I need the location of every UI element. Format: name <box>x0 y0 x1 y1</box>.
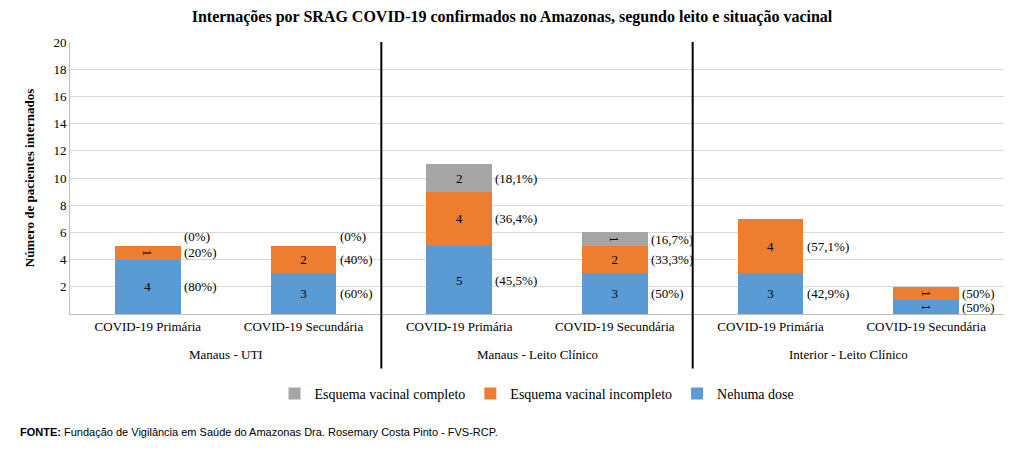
svg-text:12: 12 <box>53 143 66 158</box>
svg-text:3: 3 <box>300 286 307 301</box>
svg-text:(40%): (40%) <box>340 252 373 267</box>
svg-text:COVID-19 Secundária: COVID-19 Secundária <box>866 319 986 334</box>
svg-text:3: 3 <box>612 286 619 301</box>
svg-text:4: 4 <box>767 239 774 254</box>
svg-text:18: 18 <box>53 62 66 77</box>
svg-text:(42,9%): (42,9%) <box>807 286 849 301</box>
svg-text:(36,4%): (36,4%) <box>495 211 537 226</box>
svg-text:(0%): (0%) <box>184 229 210 244</box>
svg-text:2: 2 <box>456 171 463 186</box>
svg-text:1: 1 <box>607 236 622 243</box>
svg-text:Nehuma dose: Nehuma dose <box>717 387 794 402</box>
svg-text:Esquema vacinal incompleto: Esquema vacinal incompleto <box>510 387 672 402</box>
svg-text:Manaus - Leito Clínico: Manaus - Leito Clínico <box>477 347 598 362</box>
svg-text:(0%): (0%) <box>340 229 366 244</box>
svg-text:(50%): (50%) <box>962 286 995 301</box>
svg-text:1: 1 <box>140 250 155 256</box>
svg-text:3: 3 <box>767 286 774 301</box>
svg-text:14: 14 <box>53 116 67 131</box>
svg-text:8: 8 <box>60 198 67 213</box>
svg-text:2: 2 <box>300 252 307 267</box>
svg-text:(57,1%): (57,1%) <box>807 239 849 254</box>
svg-text:1: 1 <box>919 290 934 297</box>
svg-text:(18,1%): (18,1%) <box>495 171 537 186</box>
html-text:FONTE: Fundação de Vigilância: FONTE: Fundação de Vigilância em Saúde d… <box>20 426 498 438</box>
svg-text:20: 20 <box>53 35 66 50</box>
svg-text:Internações por SRAG COVID-19: Internações por SRAG COVID-19 confirmado… <box>192 8 833 26</box>
svg-text:16: 16 <box>53 89 67 104</box>
svg-text:(50%): (50%) <box>651 286 684 301</box>
svg-text:(20%): (20%) <box>184 245 217 260</box>
svg-text:5: 5 <box>456 273 463 288</box>
svg-text:COVID-19 Secundária: COVID-19 Secundária <box>244 319 364 334</box>
svg-text:4: 4 <box>456 211 463 226</box>
svg-text:COVID-19 Primária: COVID-19 Primária <box>406 319 513 334</box>
svg-text:1: 1 <box>919 304 934 311</box>
svg-text:(80%): (80%) <box>184 279 217 294</box>
svg-text:Manaus - UTI: Manaus - UTI <box>189 347 263 362</box>
svg-text:(45,5%): (45,5%) <box>495 273 537 288</box>
svg-text:(16,7%): (16,7%) <box>651 232 693 247</box>
svg-text:(33,3%): (33,3%) <box>651 252 693 267</box>
svg-text:(60%): (60%) <box>340 286 373 301</box>
svg-text:Número de pacientes internados: Número de pacientes internados <box>22 89 37 268</box>
svg-text:Esquema vacinal completo: Esquema vacinal completo <box>315 387 466 402</box>
svg-text:COVID-19 Secundária: COVID-19 Secundária <box>555 319 675 334</box>
svg-text:COVID-19 Primária: COVID-19 Primária <box>717 319 824 334</box>
svg-text:10: 10 <box>53 171 66 186</box>
svg-text:COVID-19 Primária: COVID-19 Primária <box>95 319 202 334</box>
svg-text:4: 4 <box>144 279 151 294</box>
svg-text:2: 2 <box>612 252 619 267</box>
svg-text:2: 2 <box>60 279 67 294</box>
svg-text:4: 4 <box>60 252 67 267</box>
svg-text:(50%): (50%) <box>962 300 995 315</box>
svg-text:6: 6 <box>60 225 67 240</box>
svg-text:Interior - Leito Clínico: Interior - Leito Clínico <box>789 347 908 362</box>
